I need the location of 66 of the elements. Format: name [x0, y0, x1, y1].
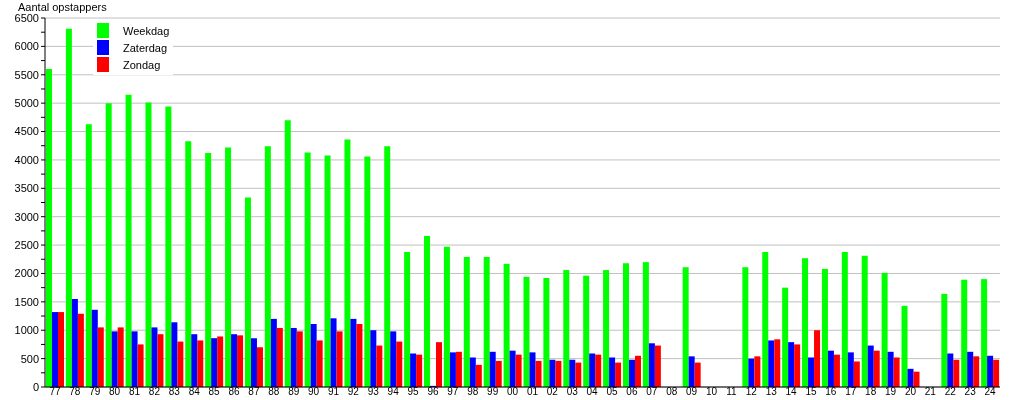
- x-tick-label: 15: [805, 386, 817, 398]
- x-tick-label: 23: [964, 386, 977, 398]
- x-tick-label: 10: [705, 386, 718, 398]
- x-tick-label: 16: [825, 386, 837, 398]
- y-tick-label: 500: [20, 352, 39, 365]
- x-tick-label: 96: [427, 386, 439, 398]
- y-tick-label: 6500: [14, 11, 39, 24]
- x-tick-label: 19: [885, 386, 897, 398]
- legend-label: Zaterdag: [123, 41, 168, 54]
- x-tick-label: 82: [148, 386, 161, 398]
- y-tick-label: 5000: [14, 97, 39, 110]
- x-tick-label: 92: [347, 386, 360, 398]
- x-tick-label: 18: [865, 386, 877, 398]
- y-tick-label: 4500: [14, 125, 39, 138]
- x-tick-label: 86: [228, 386, 241, 398]
- x-tick-label: 11: [726, 386, 738, 398]
- x-tick-label: 88: [268, 386, 280, 398]
- x-tick-label: 81: [128, 386, 141, 398]
- x-tick-label: 03: [566, 386, 579, 398]
- y-tick-label: 4000: [14, 153, 39, 166]
- x-tick-label: 05: [606, 386, 619, 398]
- y-tick-label: 1500: [14, 295, 39, 308]
- x-tick-label: 99: [487, 386, 499, 398]
- x-tick-label: 13: [765, 386, 778, 398]
- legend-label: Zondag: [123, 58, 161, 71]
- y-tick-label: 3000: [14, 210, 39, 223]
- x-tick-label: 04: [586, 386, 599, 398]
- x-tick-label: 24: [984, 386, 997, 398]
- y-tick-label: 3500: [14, 182, 39, 195]
- x-tick-label: 84: [188, 386, 201, 398]
- y-tick-label: 2500: [14, 238, 39, 251]
- x-tick-label: 09: [686, 386, 698, 398]
- y-tick-label: 0: [32, 380, 39, 393]
- x-tick-label: 89: [288, 386, 300, 398]
- x-tick-label: 97: [447, 386, 459, 398]
- y-tick-label: 6000: [14, 40, 39, 53]
- x-tick-label: 77: [49, 386, 61, 398]
- y-tick-label: 1000: [14, 324, 39, 337]
- x-tick-label: 00: [506, 386, 519, 398]
- x-tick-label: 98: [467, 386, 479, 398]
- x-tick-label: 12: [745, 386, 758, 398]
- x-tick-label: 95: [407, 386, 420, 398]
- y-tick-label: 5500: [14, 68, 39, 81]
- legend-label: Weekdag: [123, 24, 170, 37]
- x-tick-label: 06: [626, 386, 638, 398]
- x-tick-label: 22: [944, 386, 957, 398]
- x-tick-label: 01: [526, 386, 539, 398]
- x-tick-label: 14: [785, 386, 798, 398]
- x-tick-label: 90: [308, 386, 320, 398]
- y-axis-title: Aantal opstappers: [18, 0, 107, 14]
- x-tick-label: 17: [845, 386, 857, 398]
- x-tick-label: 79: [89, 386, 101, 398]
- x-tick-label: 80: [109, 386, 121, 398]
- x-tick-label: 93: [367, 386, 380, 398]
- x-tick-label: 91: [327, 386, 340, 398]
- x-tick-label: 21: [924, 386, 937, 398]
- x-tick-label: 78: [69, 386, 81, 398]
- x-tick-label: 94: [387, 386, 400, 398]
- x-tick-label: 02: [546, 386, 559, 398]
- x-tick-label: 20: [904, 386, 917, 398]
- x-tick-label: 83: [168, 386, 181, 398]
- x-tick-label: 07: [646, 386, 658, 398]
- x-tick-label: 08: [666, 386, 678, 398]
- y-tick-label: 2000: [14, 267, 39, 280]
- x-tick-label: 85: [208, 386, 221, 398]
- x-tick-label: 87: [248, 386, 260, 398]
